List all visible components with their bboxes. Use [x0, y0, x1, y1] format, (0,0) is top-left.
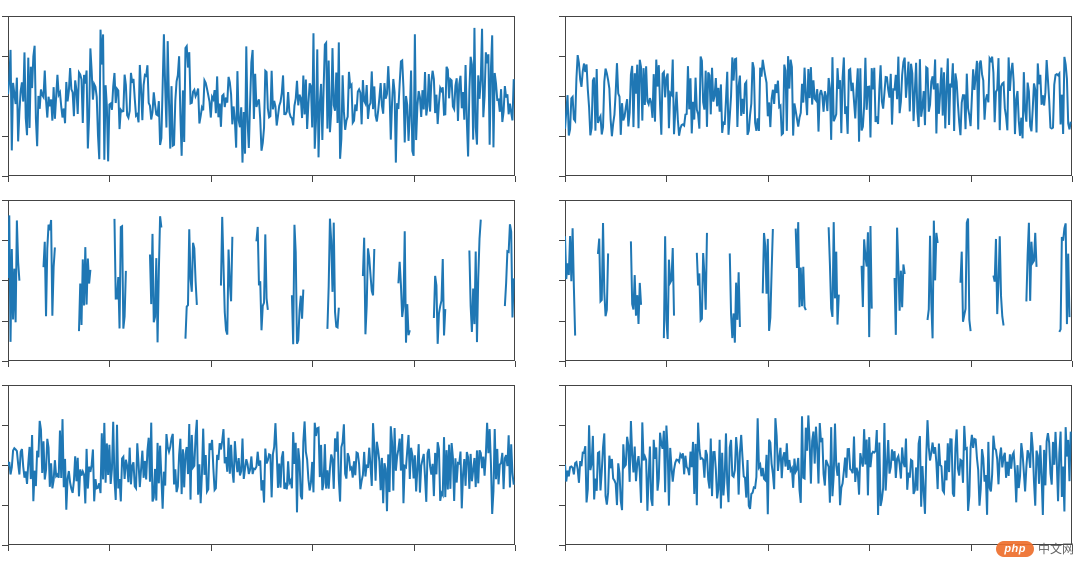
x-tick — [109, 361, 110, 367]
x-tick — [971, 361, 972, 367]
x-tick — [8, 361, 9, 367]
y-tick — [559, 200, 565, 201]
x-tick — [768, 361, 769, 367]
series-line — [8, 419, 514, 514]
x-tick — [515, 176, 516, 182]
plot-svg — [565, 385, 1072, 545]
panel-bot-right — [565, 385, 1072, 545]
x-tick — [971, 176, 972, 182]
x-tick — [768, 545, 769, 551]
y-tick — [559, 465, 565, 466]
x-tick — [312, 545, 313, 551]
x-tick — [8, 545, 9, 551]
x-ticks — [565, 176, 1072, 182]
y-tick — [559, 280, 565, 281]
y-tick — [559, 321, 565, 322]
plot-svg — [8, 16, 515, 176]
x-tick — [565, 361, 566, 367]
x-tick — [515, 545, 516, 551]
x-tick — [565, 176, 566, 182]
y-tick — [559, 240, 565, 241]
x-ticks — [8, 176, 515, 182]
watermark: php 中文网 — [996, 540, 1074, 557]
y-tick — [2, 321, 8, 322]
plot-svg — [565, 200, 1072, 360]
x-ticks — [8, 361, 515, 367]
y-tick — [2, 16, 8, 17]
series-line — [8, 28, 514, 163]
x-tick — [1072, 176, 1073, 182]
chart-grid — [0, 0, 1080, 561]
x-tick — [1072, 361, 1073, 367]
x-tick — [971, 545, 972, 551]
panel-mid-right — [565, 200, 1072, 360]
series-line — [8, 216, 514, 345]
x-tick — [312, 176, 313, 182]
x-tick — [666, 545, 667, 551]
y-ticks — [2, 385, 8, 545]
panel-top-right — [565, 16, 1072, 176]
x-tick — [869, 361, 870, 367]
y-tick — [559, 425, 565, 426]
x-tick — [312, 361, 313, 367]
y-tick — [2, 240, 8, 241]
panel-mid-left — [8, 200, 515, 360]
plot-svg — [565, 16, 1072, 176]
x-tick — [211, 361, 212, 367]
plot-svg — [8, 200, 515, 360]
x-tick — [869, 545, 870, 551]
y-tick — [559, 16, 565, 17]
y-ticks — [559, 385, 565, 545]
x-tick — [414, 545, 415, 551]
x-tick — [211, 545, 212, 551]
panel-top-left — [8, 16, 515, 176]
y-tick — [2, 425, 8, 426]
y-tick — [2, 200, 8, 201]
y-ticks — [559, 16, 565, 176]
y-ticks — [2, 16, 8, 176]
watermark-label: 中文网 — [1038, 540, 1074, 557]
y-ticks — [2, 200, 8, 360]
x-tick — [565, 545, 566, 551]
x-tick — [869, 176, 870, 182]
y-tick — [2, 465, 8, 466]
plot-svg — [8, 385, 515, 545]
y-tick — [559, 136, 565, 137]
x-ticks — [8, 545, 515, 551]
y-ticks — [559, 200, 565, 360]
x-ticks — [565, 361, 1072, 367]
series-line — [565, 55, 1071, 142]
series-line — [565, 219, 1069, 343]
x-tick — [8, 176, 9, 182]
x-tick — [109, 176, 110, 182]
y-tick — [559, 385, 565, 386]
y-tick — [559, 96, 565, 97]
y-tick — [559, 56, 565, 57]
watermark-pill: php — [996, 541, 1034, 557]
x-tick — [211, 176, 212, 182]
panel-bot-left — [8, 385, 515, 545]
y-tick — [559, 505, 565, 506]
x-tick — [414, 176, 415, 182]
x-tick — [109, 545, 110, 551]
x-tick — [768, 176, 769, 182]
x-tick — [414, 361, 415, 367]
y-tick — [2, 505, 8, 506]
y-tick — [2, 136, 8, 137]
y-tick — [2, 56, 8, 57]
y-tick — [2, 96, 8, 97]
x-tick — [666, 361, 667, 367]
y-tick — [2, 280, 8, 281]
y-tick — [2, 385, 8, 386]
x-tick — [515, 361, 516, 367]
x-tick — [666, 176, 667, 182]
series-line — [565, 415, 1071, 515]
